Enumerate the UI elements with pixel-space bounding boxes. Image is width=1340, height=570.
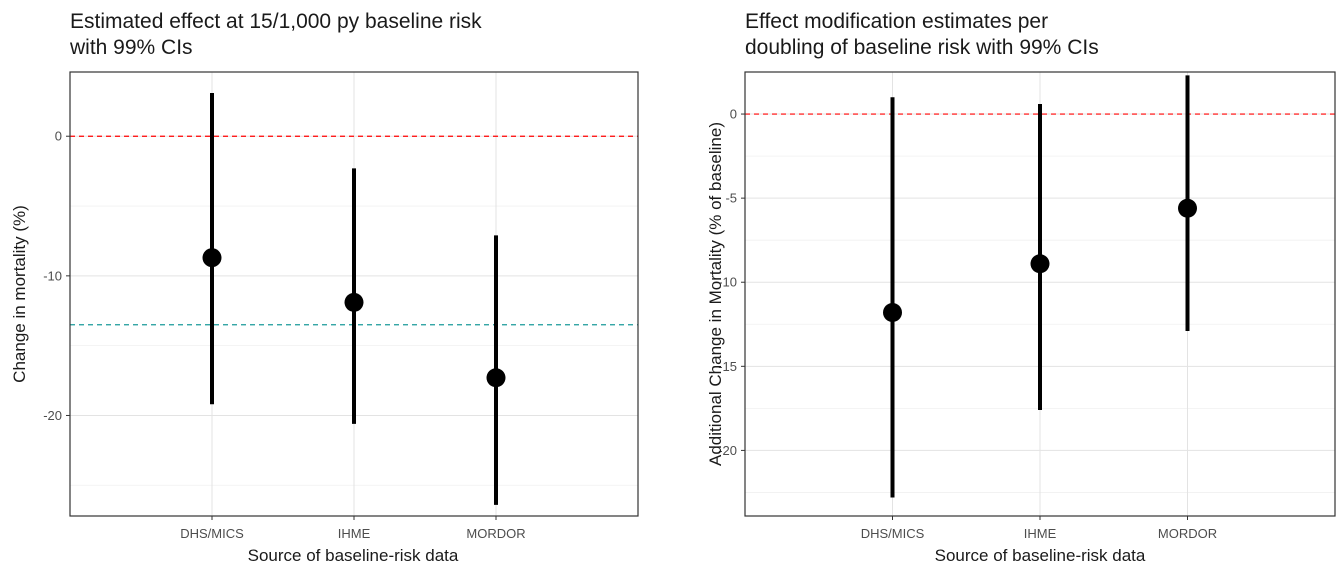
- left-title-line-2: with 99% CIs: [69, 36, 193, 59]
- y-tick-label: 0: [55, 129, 62, 144]
- x-tick-label: MORDOR: [1158, 526, 1217, 541]
- left-panel: Estimated effect at 15/1,000 py baseline…: [10, 10, 639, 565]
- x-tick-label: DHS/MICS: [861, 526, 925, 541]
- left-x-axis-title: Source of baseline-risk data: [248, 546, 459, 565]
- right-y-ticks: 0 -5 -10 -15 -20: [718, 107, 745, 458]
- left-title-line-1: Estimated effect at 15/1,000 py baseline…: [70, 10, 482, 33]
- point-estimate: [883, 303, 902, 322]
- point-estimate: [486, 368, 506, 388]
- right-y-axis-title: Additional Change in Mortality (% of bas…: [706, 122, 725, 466]
- right-marks: [883, 75, 1197, 498]
- y-tick-label: -10: [43, 268, 62, 283]
- left-x-ticks: DHS/MICS IHME MORDOR: [180, 516, 526, 541]
- y-tick-label: -20: [43, 408, 62, 423]
- x-tick-label: MORDOR: [466, 526, 525, 541]
- y-tick-label: -15: [718, 359, 737, 374]
- y-tick-label: 0: [730, 107, 737, 122]
- right-panel: Effect modification estimates per doubli…: [706, 10, 1336, 565]
- right-x-ticks: DHS/MICS IHME MORDOR: [861, 516, 1217, 541]
- point-estimate: [344, 292, 364, 312]
- right-title-line-1: Effect modification estimates per: [745, 10, 1048, 33]
- y-tick-label: -10: [718, 275, 737, 290]
- x-tick-label: IHME: [338, 526, 371, 541]
- right-title-line-2: doubling of baseline risk with 99% CIs: [745, 36, 1099, 59]
- left-y-ticks: 0 -10 -20: [43, 129, 70, 423]
- right-x-axis-title: Source of baseline-risk data: [935, 546, 1146, 565]
- point-estimate: [1030, 254, 1050, 274]
- x-tick-label: IHME: [1024, 526, 1057, 541]
- point-estimate: [202, 248, 222, 268]
- y-tick-label: -5: [725, 191, 737, 206]
- left-marks: [202, 92, 506, 505]
- y-tick-label: -20: [718, 443, 737, 458]
- point-estimate: [1178, 198, 1197, 218]
- left-y-axis-title: Change in mortality (%): [10, 205, 29, 383]
- x-tick-label: DHS/MICS: [180, 526, 244, 541]
